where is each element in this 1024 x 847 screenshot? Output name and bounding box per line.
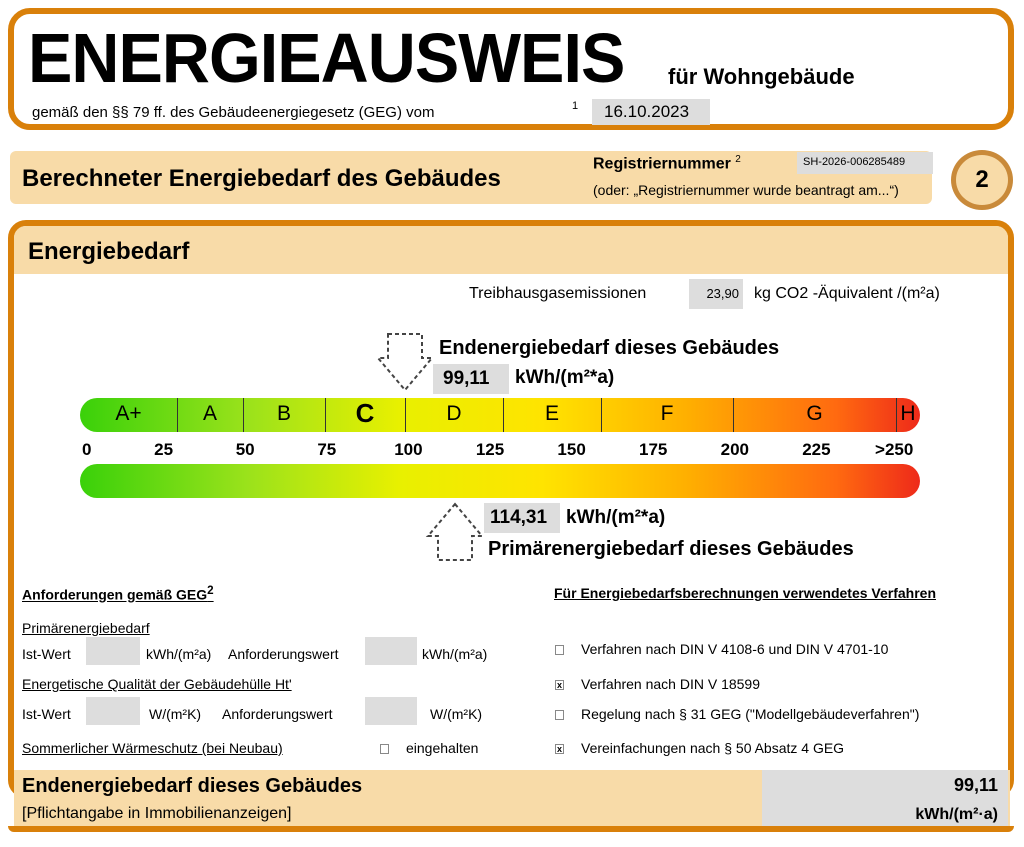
envelope-requirement-field [365, 697, 417, 725]
panel-header [14, 226, 1008, 274]
primary-energy-arrow-icon [425, 502, 485, 561]
class-divider [503, 398, 504, 432]
energy-class-b: B [276, 402, 292, 425]
end-energy-label: Endenergiebedarf dieses Gebäudes [439, 337, 780, 359]
requirements-title: Anforderungen gemäß GEG2 [22, 584, 214, 603]
registration-hint: (oder: „Registriernummer wurde beantragt… [593, 182, 899, 198]
footnote-marker: 1 [572, 100, 579, 112]
energy-class-a-plus: A+ [115, 402, 142, 425]
method-checkbox [555, 710, 564, 720]
method-checkbox: x [555, 680, 564, 690]
energy-class-c: C [355, 398, 375, 428]
class-divider [405, 398, 406, 432]
footer-value: 99,11 [953, 775, 998, 795]
scale-tick: 100 [394, 440, 423, 459]
scale-tick: 25 [154, 440, 174, 459]
footer-title: Endenergiebedarf dieses Gebäudes [22, 775, 363, 797]
energy-class-a: A [202, 402, 218, 425]
requirement-value-label: Anforderungswert [222, 706, 333, 722]
energy-class-f: F [660, 402, 674, 425]
method-label: Verfahren nach DIN V 18599 [581, 676, 761, 692]
panel-title: Energiebedarf [28, 238, 190, 265]
primary-energy-value: 114,31 [484, 503, 560, 533]
primary-requirement-field [365, 637, 417, 665]
document-subtitle: für Wohngebäude [668, 64, 855, 89]
class-divider [896, 398, 897, 432]
scale-tick: 50 [235, 440, 255, 459]
method-checkbox: x [555, 744, 564, 754]
end-energy-arrow-icon [375, 333, 435, 392]
law-date: 16.10.2023 [592, 99, 710, 125]
energy-class-g: G [806, 402, 823, 425]
energy-class-e: E [544, 402, 560, 425]
summer-checkbox [380, 744, 389, 754]
footer-note: [Pflichtangabe in Immobilienanzeigen] [22, 805, 292, 822]
end-energy-value: 99,11 [433, 364, 509, 394]
primary-energy-label: Primärenergiebedarf dieses Gebäudes [488, 538, 854, 560]
class-divider [325, 398, 326, 432]
ghg-value: 23,90 [689, 279, 743, 309]
primary-energy-unit: kWh/(m²*a) [566, 507, 666, 528]
footer-unit: kWh/(m²·a) [915, 806, 998, 823]
requirement-value-label: Anforderungswert [228, 646, 339, 662]
unit-label: W/(m²K) [149, 706, 202, 722]
header-frame [8, 8, 1014, 130]
class-divider [601, 398, 602, 432]
summer-state: eingehalten [406, 740, 479, 756]
scale-tick: 200 [720, 440, 749, 459]
envelope-actual-field [86, 697, 140, 725]
registration-label-text: Registriernummer [593, 155, 731, 173]
footer-border [8, 826, 1014, 832]
ghg-unit: kg CO2 -Äquivalent /(m²a) [754, 285, 940, 302]
requirements-title-text: Anforderungen gemäß GEG [22, 586, 208, 603]
energy-scale-bar [80, 398, 920, 432]
unit-label: W/(m²K) [430, 706, 483, 722]
unit-label: kWh/(m²a) [146, 646, 212, 662]
scale-tick: 175 [639, 440, 668, 459]
footer-value-box [762, 770, 1008, 830]
document-title: ENERGIEAUSWEIS [28, 19, 625, 97]
summer-protection-label: Sommerlicher Wärmeschutz (bei Neubau) [22, 740, 283, 756]
footnote-marker: 2 [735, 154, 741, 165]
section-bar [10, 151, 932, 204]
envelope-heading: Energetische Qualität der Gebäudehülle H… [22, 676, 292, 692]
scale-tick: 225 [802, 440, 831, 459]
method-checkbox [555, 645, 564, 655]
registration-number: SH-2026-006285489 [797, 152, 933, 174]
method-label: Regelung nach § 31 GEG ("Modellgebäudeve… [581, 706, 920, 722]
method-label: Vereinfachungen nach § 50 Absatz 4 GEG [581, 740, 845, 756]
footnote-marker: 2 [207, 584, 214, 597]
method-label: Verfahren nach DIN V 4108-6 und DIN V 47… [581, 641, 889, 657]
law-reference: gemäß den §§ 79 ff. des Gebäudeenergiege… [32, 104, 435, 121]
scale-tick: 0 [82, 440, 92, 459]
scale-tick: 125 [475, 440, 505, 459]
scale-tick: >250 [875, 440, 914, 459]
unit-label: kWh/(m²a) [422, 646, 488, 662]
class-divider [177, 398, 178, 432]
method-title: Für Energiebedarfsberechnungen verwendet… [554, 585, 937, 601]
ghg-label: Treibhausgasemissionen [469, 285, 647, 302]
section-title: Berechneter Energiebedarf des Gebäudes [22, 165, 501, 192]
primary-demand-heading: Primärenergiebedarf [22, 620, 150, 636]
class-divider [733, 398, 734, 432]
primary-actual-field [86, 637, 140, 665]
energy-class-h: H [900, 402, 916, 425]
scale-tick: 75 [317, 440, 337, 459]
scale-tick: 150 [557, 440, 586, 459]
class-divider [243, 398, 244, 432]
registration-label: Registriernummer 2 [593, 154, 741, 173]
energy-class-d: D [446, 402, 462, 425]
energy-gradient-bar [80, 464, 920, 498]
page-number: 2 [951, 150, 1013, 210]
end-energy-unit: kWh/(m²*a) [515, 367, 615, 388]
actual-value-label: Ist-Wert [22, 706, 71, 722]
actual-value-label: Ist-Wert [22, 646, 71, 662]
